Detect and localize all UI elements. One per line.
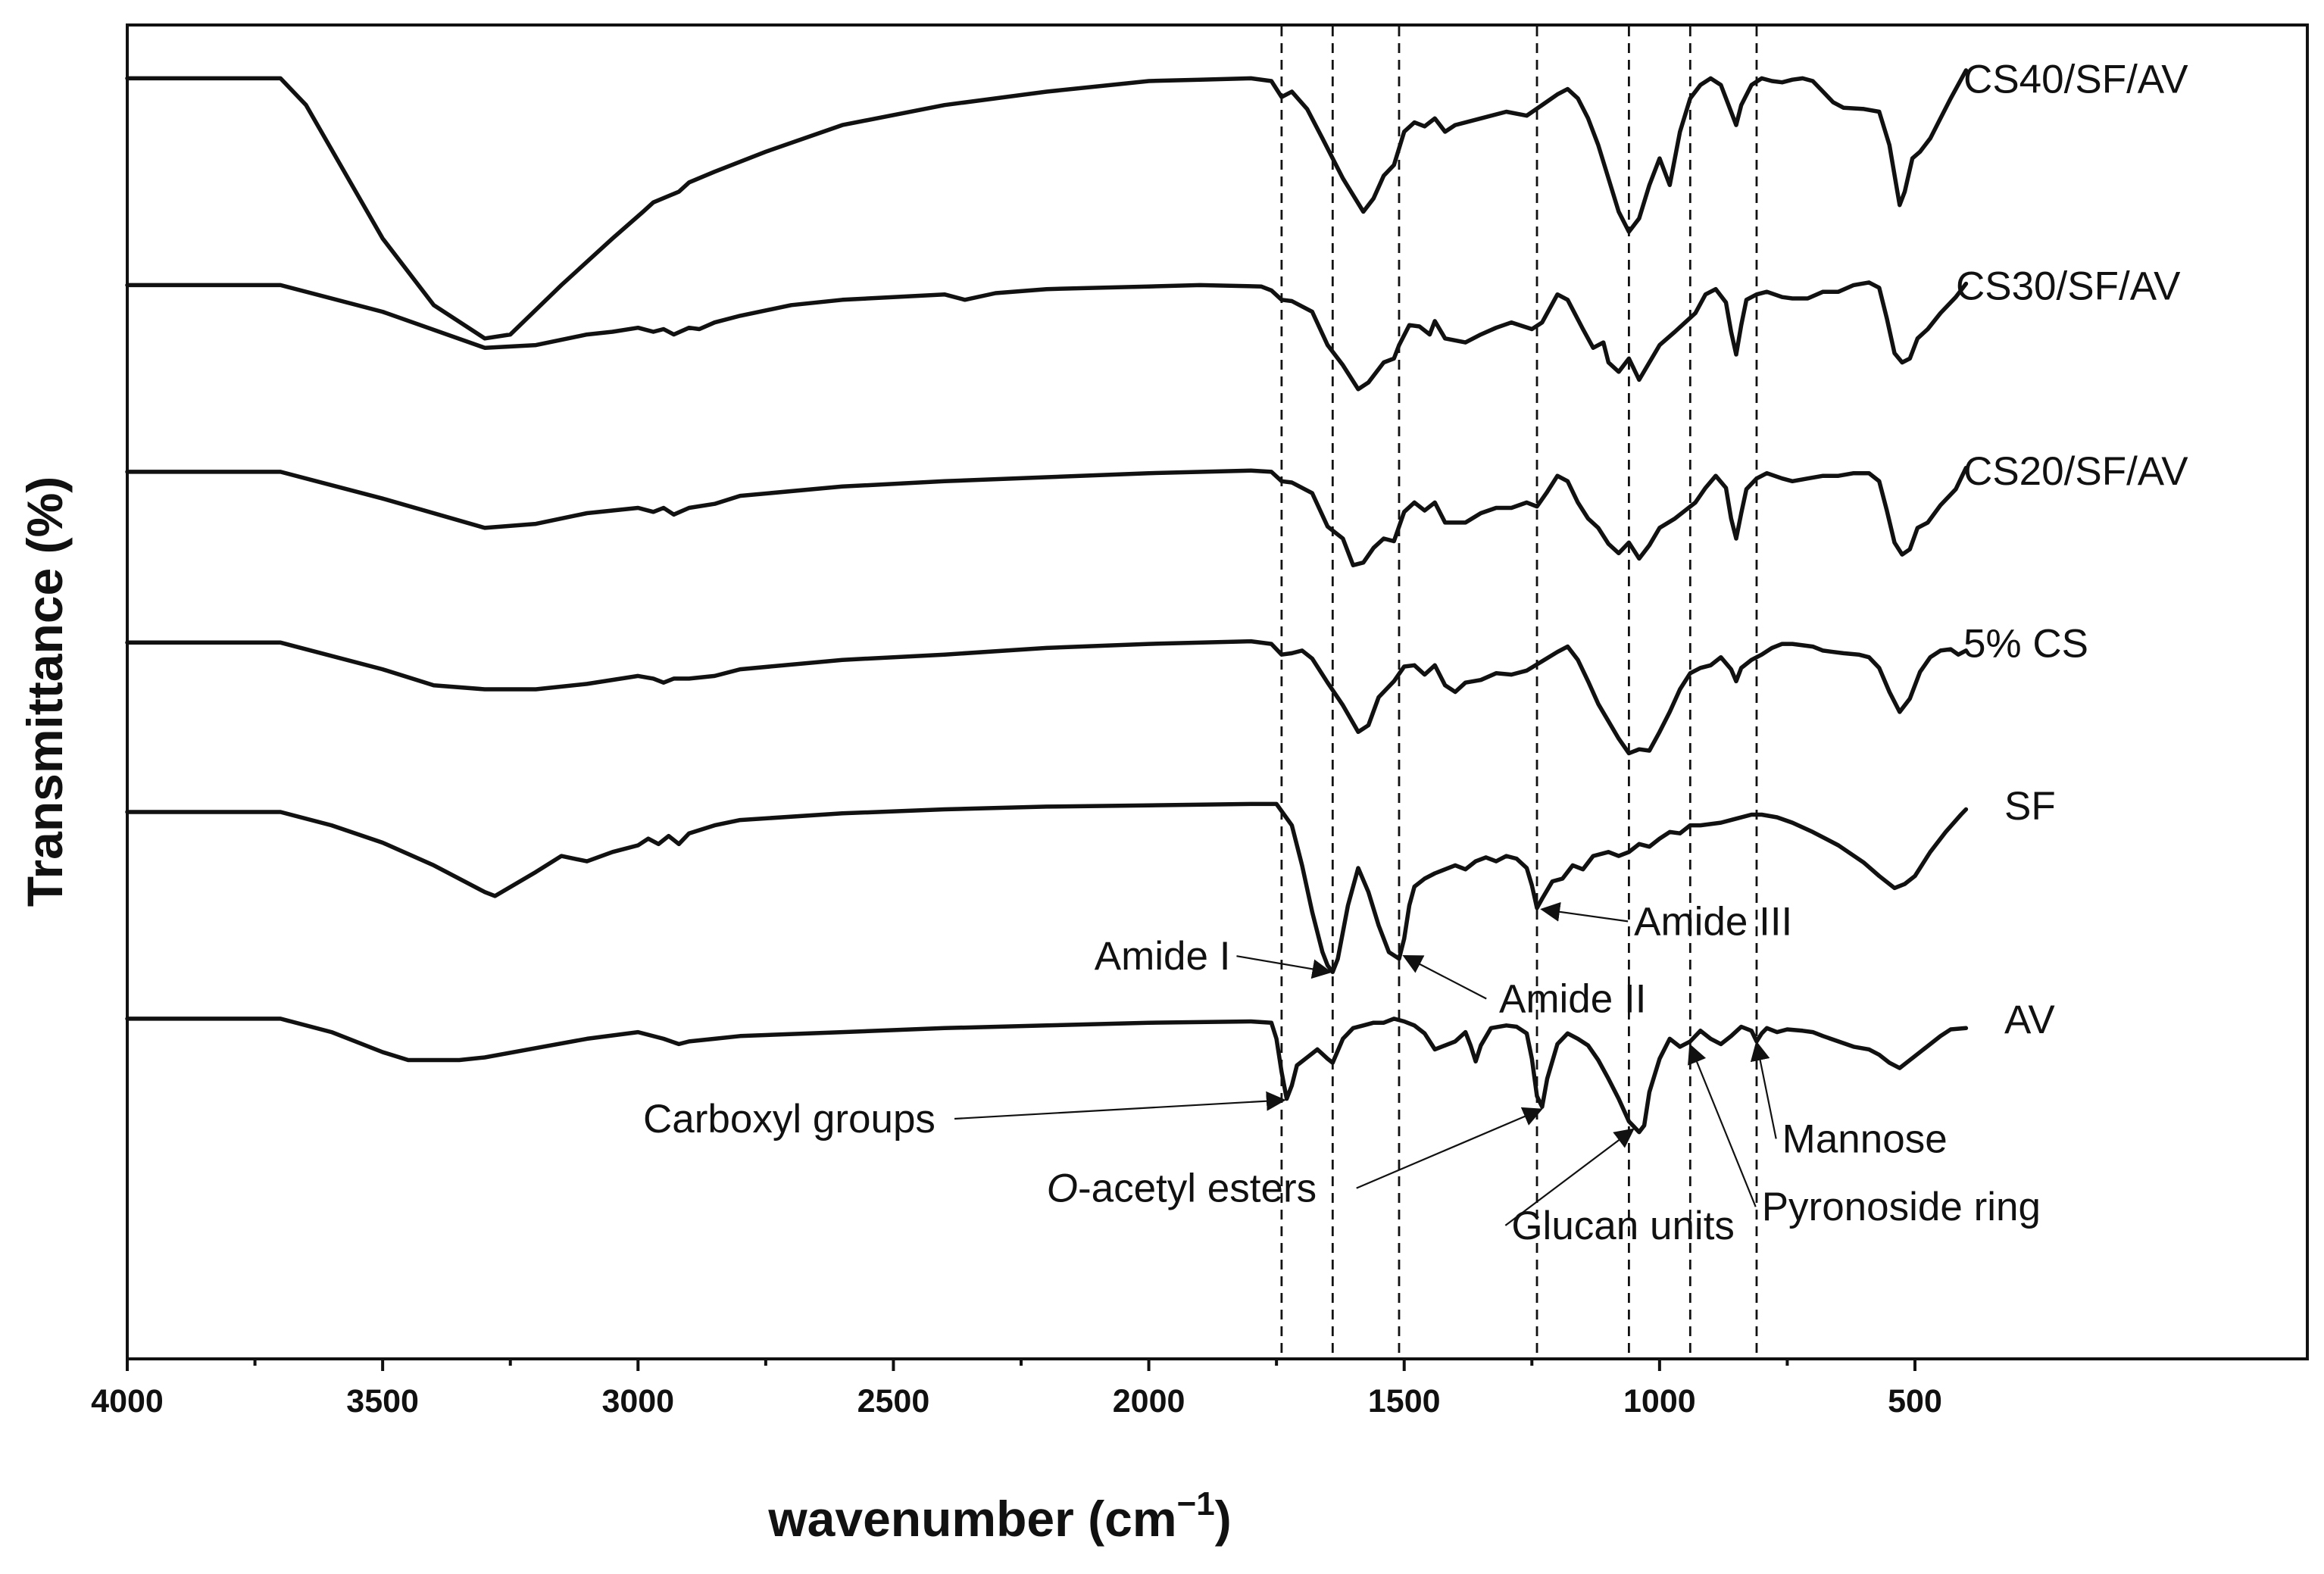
y-axis-title: Transmittance (%) (17, 476, 73, 907)
series-line-sf (125, 801, 1969, 975)
annotation-carboxyl-groups: Carboxyl groups (643, 1097, 936, 1141)
plot-frame (126, 23, 2309, 1360)
series-label-cs30-sf-av: CS30/SF/AV (1956, 264, 2181, 308)
series-line-cs30-sf-av (125, 280, 1969, 392)
annotation-arrow-o-acetyl-esters (1356, 1107, 1543, 1189)
series-label-sf: SF (2004, 784, 2056, 829)
series-label-cs40-sf-av: CS40/SF/AV (1963, 57, 2188, 101)
series-label-cs20-sf-av: CS20/SF/AV (1963, 449, 2188, 494)
x-tick-label-1500: 1500 (1368, 1383, 1441, 1419)
x-tick-label-1000: 1000 (1623, 1383, 1696, 1419)
annotation-arrow-pyronoside-ring (1688, 1043, 1757, 1207)
x-axis-title-sup: −1 (1177, 1485, 1215, 1522)
annotations: Amide I Amide II Amide III Carboxyl groups O… (643, 899, 2041, 1248)
x-tick-label-2000: 2000 (1113, 1383, 1185, 1419)
x-tick-label-3000: 3000 (601, 1383, 674, 1419)
series-line-cs20-sf-av (125, 465, 1969, 567)
series-label-av: AV (2004, 998, 2055, 1042)
series-line-av (125, 1017, 1969, 1135)
series-labels: CS40/SF/AV CS30/SF/AV CS20/SF/AV 5% CS SF AV (1956, 57, 2188, 1042)
series-label-5-cs: 5% CS (1963, 621, 2088, 666)
x-axis-title-close: ) (1215, 1491, 1232, 1547)
x-tick-label-4000: 4000 (91, 1383, 164, 1419)
annotation-o-acetyl-esters: O-acetyl esters (1047, 1166, 1317, 1211)
annotation-glucan-units: Glucan units (1511, 1204, 1735, 1248)
series-line-5-cs (125, 639, 1969, 756)
annotation-amide-iii: Amide III (1634, 899, 1792, 944)
annotation-arrow-carboxyl-groups (954, 1091, 1286, 1120)
annotation-arrow-glucan-units (1504, 1128, 1635, 1226)
annotation-amide-i: Amide I (1095, 934, 1231, 979)
x-axis-title-main: wavenumber (cm (767, 1491, 1176, 1547)
annotation-arrow-amide-ii (1402, 954, 1487, 1000)
series-line-cs40-sf-av (125, 68, 1969, 341)
series-layer (125, 68, 1969, 1135)
reference-lines (1280, 27, 1758, 1357)
x-axis-ticks: 4000 3500 3000 2500 2000 1500 1000 500 (91, 1359, 1942, 1419)
annotation-arrow-amide-i (1236, 955, 1332, 979)
annotation-arrow-mannose (1750, 1041, 1777, 1139)
x-tick-label-2500: 2500 (857, 1383, 930, 1419)
x-axis-title: wavenumber (cm−1) (767, 1485, 1231, 1547)
x-tick-label-500: 500 (1888, 1383, 1942, 1419)
annotation-pyronoside-ring: Pyronoside ring (1762, 1185, 2041, 1229)
annotation-arrow-amide-iii (1540, 901, 1629, 923)
annotation-amide-ii: Amide II (1499, 977, 1646, 1022)
annotation-mannose: Mannose (1782, 1116, 1948, 1161)
x-tick-label-3500: 3500 (346, 1383, 419, 1419)
